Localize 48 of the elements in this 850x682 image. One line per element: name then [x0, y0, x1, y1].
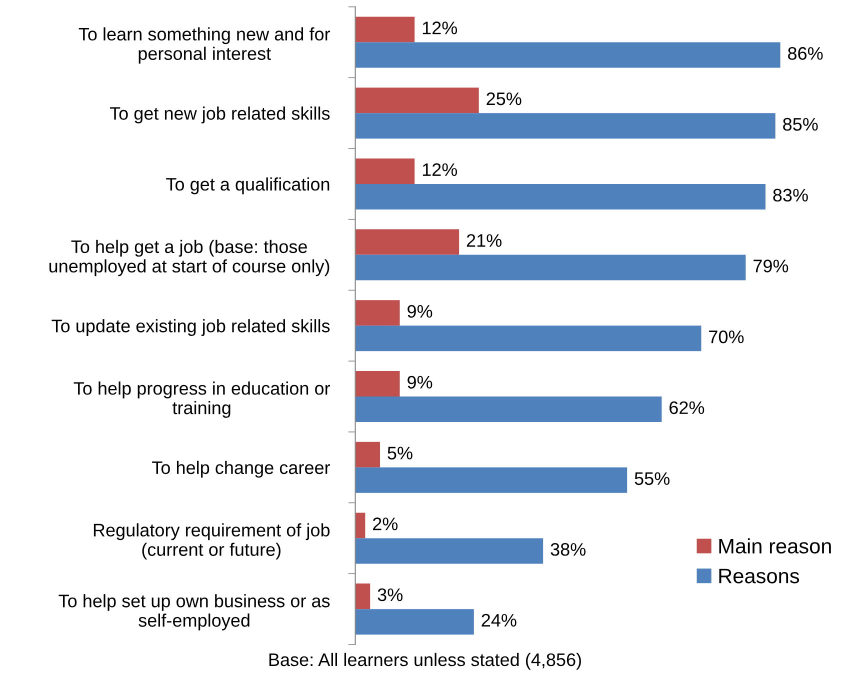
bar	[355, 371, 400, 397]
data-label: 9%	[408, 376, 432, 389]
bar	[355, 467, 628, 493]
data-label: 12%	[422, 163, 458, 176]
y-tick-label: To help change career	[152, 460, 330, 478]
bar	[355, 609, 474, 635]
bar	[355, 396, 662, 422]
bar	[355, 158, 415, 184]
data-label: 21%	[466, 234, 502, 247]
legend-label: Main reason	[719, 538, 831, 554]
data-label: 85%	[783, 118, 818, 131]
data-label: 83%	[773, 188, 808, 202]
bar	[355, 16, 415, 42]
data-label: 12%	[422, 22, 458, 34]
bar	[355, 326, 702, 352]
bar	[355, 88, 479, 114]
bar	[355, 300, 400, 326]
y-tick-label: To help progress in education or training	[74, 382, 330, 418]
data-label: 62%	[670, 401, 704, 414]
bar	[355, 113, 776, 139]
y-tick-label: Regulatory requirement of job (current or future)	[94, 523, 330, 560]
bar	[355, 42, 780, 68]
bar	[355, 254, 746, 280]
bar	[355, 184, 766, 210]
y-tick-label: To update existing job related skills	[52, 319, 330, 336]
data-label: 79%	[754, 260, 788, 272]
data-label: 86%	[788, 47, 823, 60]
y-tick-label: To help get a job (base: those unemployed at start of course only)	[49, 240, 330, 276]
y-tick-label: To help set up own business or as self-employed	[58, 594, 330, 630]
y-tick-label: To get new job related skills	[110, 106, 330, 124]
data-label: 24%	[482, 614, 516, 627]
data-label: 55%	[634, 472, 670, 485]
data-label: 38%	[550, 543, 586, 556]
data-label: 5%	[388, 446, 412, 460]
data-label: 70%	[709, 330, 744, 344]
bar	[355, 442, 380, 468]
bar	[355, 512, 366, 538]
data-label: 2%	[373, 518, 398, 530]
data-label: 25%	[486, 92, 522, 106]
y-tick-label: To get a qualification	[166, 177, 330, 194]
data-label: 9%	[408, 304, 432, 318]
bar	[355, 229, 460, 255]
bar	[355, 538, 544, 564]
bar	[355, 584, 370, 610]
legend-label: Reasons	[719, 568, 800, 584]
y-tick-label: To learn something new and for personal interest	[78, 27, 330, 64]
text: Base: All learners unless stated (4,856)	[269, 652, 581, 670]
data-label: 3%	[378, 588, 403, 602]
